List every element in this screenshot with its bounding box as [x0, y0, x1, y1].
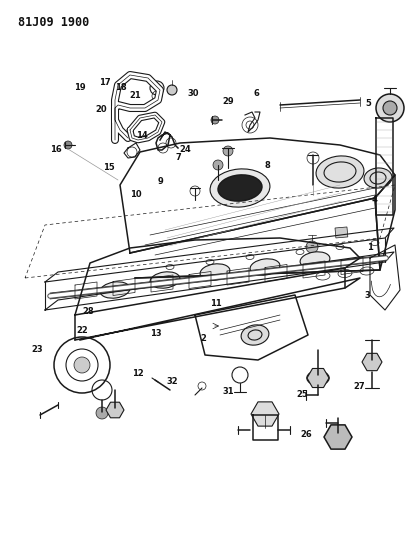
Bar — [335, 227, 348, 238]
Text: 11: 11 — [210, 300, 222, 308]
Circle shape — [383, 101, 397, 115]
Circle shape — [211, 116, 219, 124]
Text: 15: 15 — [103, 164, 115, 172]
Text: 25: 25 — [296, 390, 308, 399]
Text: 81J09 1900: 81J09 1900 — [18, 16, 89, 29]
Text: 22: 22 — [76, 326, 88, 335]
Ellipse shape — [316, 156, 364, 188]
Text: 4: 4 — [371, 196, 377, 204]
Text: 9: 9 — [157, 177, 163, 185]
Ellipse shape — [307, 371, 329, 385]
Text: 19: 19 — [74, 84, 86, 92]
Circle shape — [96, 407, 108, 419]
Circle shape — [74, 357, 90, 373]
Ellipse shape — [210, 169, 270, 207]
Text: 8: 8 — [264, 161, 270, 169]
Text: 3: 3 — [365, 292, 371, 300]
Text: 29: 29 — [222, 97, 234, 106]
Circle shape — [64, 141, 72, 149]
Text: 5: 5 — [365, 100, 371, 108]
Ellipse shape — [200, 264, 230, 280]
Text: 26: 26 — [300, 430, 312, 439]
Ellipse shape — [250, 259, 280, 275]
Text: 28: 28 — [83, 308, 94, 316]
Text: 23: 23 — [31, 345, 43, 353]
Circle shape — [213, 160, 223, 170]
Text: 32: 32 — [167, 377, 178, 385]
Text: 1: 1 — [367, 244, 373, 252]
Circle shape — [167, 85, 177, 95]
Text: 7: 7 — [176, 153, 182, 161]
Text: 14: 14 — [136, 132, 148, 140]
Ellipse shape — [100, 282, 130, 298]
Text: 21: 21 — [130, 92, 141, 100]
Text: 24: 24 — [179, 145, 191, 154]
Text: 12: 12 — [132, 369, 143, 377]
Ellipse shape — [364, 168, 392, 188]
Ellipse shape — [218, 175, 262, 201]
Text: 27: 27 — [354, 382, 365, 391]
Circle shape — [223, 146, 233, 156]
Text: 18: 18 — [115, 84, 127, 92]
Text: 20: 20 — [95, 105, 106, 114]
Text: 2: 2 — [201, 334, 206, 343]
Text: 17: 17 — [99, 78, 111, 87]
Text: 30: 30 — [187, 89, 199, 98]
Ellipse shape — [300, 252, 330, 268]
Circle shape — [306, 241, 318, 253]
Text: 16: 16 — [50, 145, 61, 154]
Ellipse shape — [241, 325, 269, 345]
Circle shape — [376, 94, 404, 122]
Text: 13: 13 — [150, 329, 162, 337]
Text: 31: 31 — [222, 387, 234, 396]
Ellipse shape — [150, 272, 180, 288]
Text: 6: 6 — [254, 89, 260, 98]
Text: 10: 10 — [130, 190, 141, 199]
